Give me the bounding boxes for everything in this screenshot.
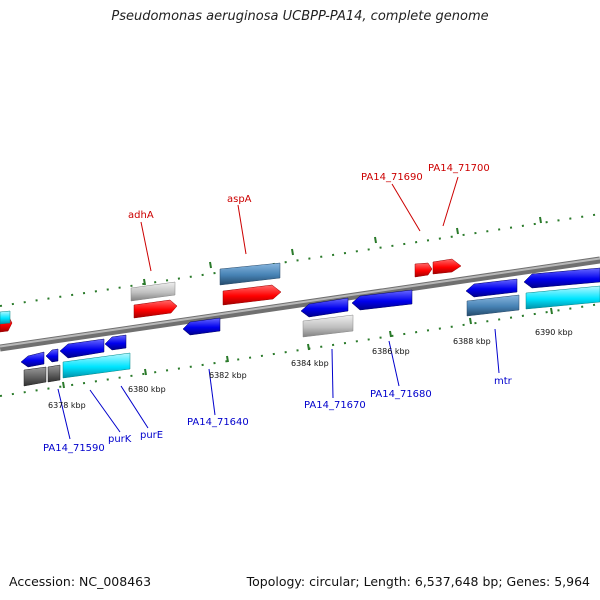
gene-PA14-71680[interactable] <box>351 289 413 311</box>
scale-labels: 6378 kbp 6380 kbp 6382 kbp 6384 kbp 6386… <box>48 328 573 410</box>
upper-major-tick <box>374 236 377 244</box>
upper-leader-lines <box>140 176 459 272</box>
gene-purK-cyan[interactable] <box>62 352 131 379</box>
gene-aspA[interactable] <box>219 262 281 286</box>
upper-major-tick <box>209 261 212 269</box>
gene-label-PA14-71640[interactable]: PA14_71640 <box>187 417 249 428</box>
gene-forward[interactable] <box>0 310 11 325</box>
gene-PA14-71690[interactable] <box>414 262 433 278</box>
accession-text: Accession: NC_008463 <box>9 574 152 589</box>
gene-adhA-red[interactable] <box>133 299 178 319</box>
gene-label-PA14-71700[interactable]: PA14_71700 <box>428 163 490 174</box>
gene-label-purK[interactable]: purK <box>108 434 132 445</box>
gene-PA14-71670[interactable] <box>300 297 349 318</box>
gene-mtr[interactable] <box>465 278 518 298</box>
topology-text: Topology: circular; Length: 6,537,648 bp… <box>246 574 590 589</box>
lower-major-tick <box>144 368 147 376</box>
scale-label: 6378 kbp <box>48 401 86 410</box>
scale-label: 6388 kbp <box>453 337 491 346</box>
scale-label: 6386 kbp <box>372 347 410 356</box>
reverse-genes <box>20 267 600 387</box>
lower-major-tick <box>469 317 472 325</box>
upper-gene-labels: adhA aspA PA14_71690 PA14_71700 <box>128 163 490 221</box>
gene-PA14-71590[interactable] <box>23 366 47 387</box>
scale-label: 6390 kbp <box>535 328 573 337</box>
gene-PA14-71700[interactable] <box>432 258 462 275</box>
gene-label-mtr[interactable]: mtr <box>494 376 513 387</box>
lower-major-tick <box>226 355 229 363</box>
upper-major-tick <box>291 248 294 256</box>
gene-label-PA14-71590[interactable]: PA14_71590 <box>43 443 105 454</box>
gene-purK[interactable] <box>59 338 105 359</box>
lower-leader-lines <box>57 328 500 440</box>
upper-tick-track <box>0 213 600 307</box>
gene-label-PA14-71680[interactable]: PA14_71680 <box>370 389 432 400</box>
gene-label-aspA[interactable]: aspA <box>227 194 252 205</box>
lower-major-tick <box>307 343 310 351</box>
lower-major-tick <box>550 307 553 315</box>
upper-major-tick <box>143 278 146 286</box>
lower-tick-track <box>0 303 600 397</box>
gene-reverse-right[interactable] <box>523 267 600 289</box>
scale-label: 6382 kbp <box>209 371 247 380</box>
gene-PA14-71640[interactable] <box>182 317 221 336</box>
gene-label-PA14-71690[interactable]: PA14_71690 <box>361 172 423 183</box>
gene-label-purE[interactable]: purE <box>140 430 163 441</box>
upper-major-tick <box>456 227 459 235</box>
scale-label: 6380 kbp <box>128 385 166 394</box>
genome-title: Pseudomonas aeruginosa UCBPP-PA14, compl… <box>111 9 489 24</box>
gene-mtr-steel[interactable] <box>466 294 520 317</box>
lower-major-tick <box>62 381 65 389</box>
gene-adhA[interactable] <box>130 281 176 302</box>
upper-major-tick <box>539 216 542 224</box>
gene-reverse[interactable] <box>20 351 45 368</box>
gene-purE[interactable] <box>104 334 127 351</box>
gene-reverse-right-cyan[interactable] <box>525 285 600 310</box>
lower-major-tick <box>389 330 392 338</box>
scale-label: 6384 kbp <box>291 359 329 368</box>
genome-backbone <box>0 256 600 352</box>
gene-label-adhA[interactable]: adhA <box>128 210 154 221</box>
gene-reverse[interactable] <box>45 348 59 363</box>
gene-aspA-red[interactable] <box>222 284 282 306</box>
gene-PA14-71590b[interactable] <box>47 364 61 383</box>
lower-gene-labels: PA14_71590 purK purE PA14_71640 PA14_716… <box>43 376 513 454</box>
backbone-highlight <box>0 257 600 348</box>
gene-label-PA14-71670[interactable]: PA14_71670 <box>304 400 366 411</box>
gene-PA14-71670-gray[interactable] <box>302 314 354 338</box>
forward-genes <box>0 258 462 333</box>
